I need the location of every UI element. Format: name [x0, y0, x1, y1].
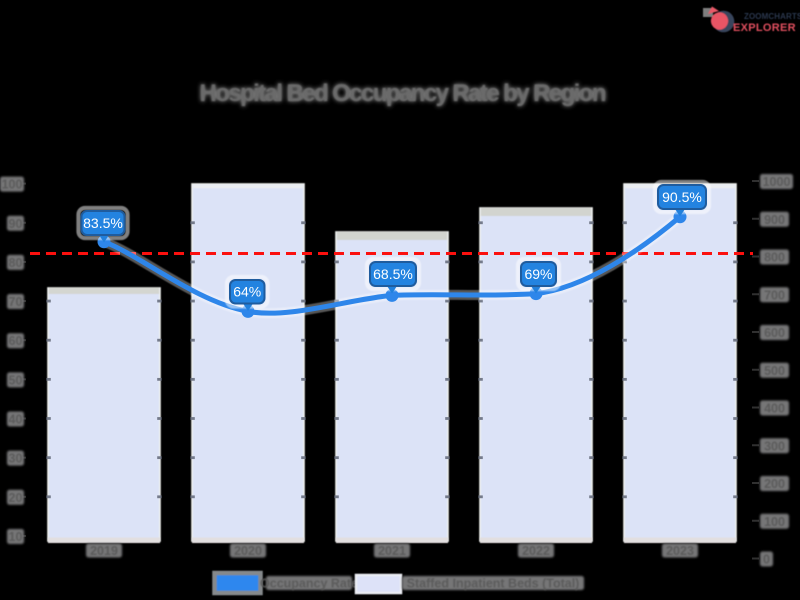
svg-text:2022: 2022: [522, 544, 550, 558]
svg-text:100: 100: [2, 178, 23, 192]
svg-text:800: 800: [764, 251, 785, 265]
svg-text:20: 20: [9, 491, 23, 505]
svg-text:10: 10: [9, 530, 23, 544]
svg-text:500: 500: [764, 364, 785, 378]
svg-text:Occupancy Rate: Occupancy Rate: [260, 577, 358, 591]
svg-text:700: 700: [764, 288, 785, 302]
svg-text:40: 40: [9, 413, 23, 427]
svg-text:50: 50: [9, 373, 23, 387]
svg-text:2019: 2019: [90, 544, 118, 558]
svg-text:30: 30: [9, 452, 23, 466]
svg-text:2021: 2021: [378, 544, 406, 558]
svg-text:Hospital Bed Occupancy Rate by: Hospital Bed Occupancy Rate by Region: [200, 80, 607, 107]
svg-text:ZOOMCHARTS: ZOOMCHARTS: [744, 12, 800, 21]
svg-text:70: 70: [9, 295, 23, 309]
svg-text:83.5%: 83.5%: [83, 215, 123, 231]
svg-text:400: 400: [764, 402, 785, 416]
svg-text:EXPLORER: EXPLORER: [733, 22, 796, 34]
svg-text:600: 600: [764, 326, 785, 340]
svg-text:68.5%: 68.5%: [373, 266, 413, 282]
svg-text:90: 90: [9, 217, 23, 231]
svg-text:1000: 1000: [763, 175, 791, 189]
svg-text:80: 80: [9, 256, 23, 270]
svg-text:100: 100: [764, 515, 785, 529]
svg-text:200: 200: [764, 477, 785, 491]
svg-text:2023: 2023: [666, 544, 694, 558]
svg-text:2020: 2020: [234, 544, 262, 558]
svg-text:Staffed Inpatient Beds (Total): Staffed Inpatient Beds (Total): [407, 577, 580, 591]
svg-text:69%: 69%: [524, 266, 552, 282]
svg-text:900: 900: [764, 213, 785, 227]
svg-text:64%: 64%: [233, 284, 261, 300]
svg-text:300: 300: [764, 439, 785, 453]
svg-text:90.5%: 90.5%: [662, 189, 702, 205]
svg-text:Hospital Bed Occupancy Rate by: Hospital Bed Occupancy Rate by Region: [200, 80, 607, 107]
svg-text:60: 60: [9, 334, 23, 348]
svg-text:0: 0: [763, 553, 770, 567]
